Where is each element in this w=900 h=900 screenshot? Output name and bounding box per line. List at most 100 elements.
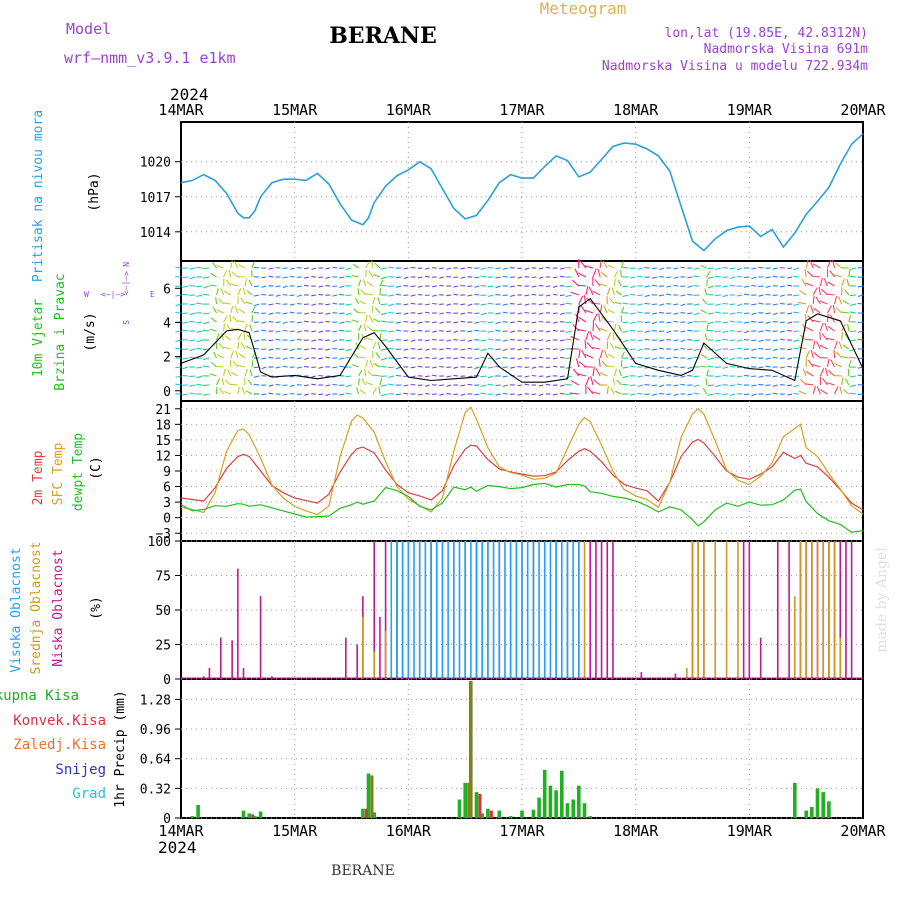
wind-arrow: [651, 393, 658, 396]
wind-arrow: [758, 330, 764, 333]
wind-arrow: [714, 330, 721, 333]
wind-arrow: [819, 331, 821, 341]
wind-arrow: [403, 356, 409, 359]
wind-arrow: [196, 321, 203, 324]
wind-arrow: [793, 384, 800, 388]
wind-arrow: [666, 293, 672, 296]
wind-arrow: [722, 321, 729, 324]
wind-arrow: [403, 320, 409, 323]
wind-arrow: [559, 267, 565, 270]
wind-arrow: [658, 375, 665, 378]
wind-arrow: [311, 383, 317, 386]
wind-arrow: [353, 308, 359, 314]
wind-arrow: [613, 270, 619, 278]
wind-arrow: [474, 321, 480, 324]
wind-arrow: [480, 267, 487, 270]
wind-arrow: [826, 382, 835, 386]
wind-arrow: [651, 357, 658, 361]
wind-arrow: [460, 303, 466, 306]
wind-arrow: [736, 330, 743, 333]
wind-arrow: [282, 276, 288, 279]
wind-arrow: [630, 285, 636, 289]
wind-arrow: [216, 333, 220, 341]
wind-arrow: [569, 392, 579, 395]
wind-arrow: [467, 294, 473, 297]
wind-arrow: [673, 303, 679, 306]
wind-arrow: [379, 279, 384, 287]
wind-arrow: [480, 275, 487, 278]
wind-arrow: [453, 357, 459, 360]
wind-arrow: [715, 384, 722, 388]
wind-arrow: [244, 278, 247, 287]
model-label: Model: [66, 20, 111, 38]
cloud-title-mid: Srednja Oblacnost: [29, 541, 44, 674]
wind-arrow: [424, 339, 430, 342]
total-rain-bar: [463, 782, 467, 818]
wind-arrow: [659, 303, 665, 306]
wind-arrow: [189, 384, 196, 387]
y-tick-label: 15: [155, 434, 171, 449]
wind-arrow: [289, 348, 295, 352]
wind-arrow: [261, 276, 267, 279]
wind-arrow: [609, 342, 615, 350]
wind-arrow: [474, 357, 480, 360]
wind-arrow: [230, 283, 238, 287]
wind-arrow: [834, 363, 842, 368]
wind-arrow: [495, 321, 501, 325]
wind-arrow: [857, 330, 864, 333]
total-rain-bar: [497, 810, 502, 818]
wind-arrow: [592, 290, 601, 296]
wind-arrow: [268, 348, 274, 351]
wind-arrow: [189, 303, 196, 306]
wind-arrow: [175, 375, 182, 378]
wind-arrow: [517, 284, 523, 287]
wind-arrow: [607, 309, 615, 314]
wind-arrow: [857, 294, 864, 298]
wind-arrow: [502, 384, 508, 388]
wind-arrow: [403, 392, 409, 395]
wind-arrow: [524, 303, 530, 306]
wind-arrow: [224, 379, 232, 386]
wind-arrow: [373, 318, 381, 323]
wind-arrow: [495, 267, 501, 270]
wind-arrow: [388, 375, 395, 378]
wind-arrow: [238, 353, 246, 359]
wind-arrow: [510, 338, 515, 341]
wind-arrow: [772, 348, 778, 352]
wind-arrow: [446, 267, 452, 270]
wind-arrow: [841, 311, 849, 314]
wind-arrow: [237, 341, 240, 350]
wind-arrow: [425, 311, 430, 314]
total-rain-bar: [457, 799, 462, 818]
wind-arrow: [182, 366, 189, 370]
total-rain-bar: [372, 812, 376, 818]
wind-arrow: [517, 267, 523, 270]
wind-arrow: [832, 304, 836, 314]
wind-arrow: [673, 276, 679, 279]
wind-arrow: [223, 346, 231, 350]
wind-arrow: [772, 356, 778, 359]
wind-arrow: [369, 359, 374, 368]
x-tick-label-top: 17MAR: [499, 101, 545, 119]
wind-arrow: [834, 295, 838, 305]
wind-arrow: [644, 302, 650, 305]
wind-arrow: [403, 384, 409, 387]
wind-arrow: [209, 328, 217, 332]
wind-arrow: [234, 305, 239, 314]
wind-arrow: [439, 348, 444, 351]
wind-arrow: [432, 330, 437, 333]
wind-arrow: [189, 392, 196, 395]
wind-arrow: [613, 368, 618, 377]
wind-arrow: [560, 348, 565, 351]
wind-arrow: [693, 303, 700, 306]
wind-arrow: [453, 374, 459, 377]
wind-arrow: [651, 284, 658, 287]
wind-arrow: [693, 375, 700, 378]
wind-arrow: [610, 387, 615, 395]
wind-arrow: [826, 313, 829, 323]
wind-arrow: [765, 329, 771, 332]
wind-arrow: [622, 302, 629, 305]
wind-arrow: [707, 276, 714, 279]
wind-arrow: [658, 294, 665, 297]
wind-arrow: [736, 267, 743, 271]
